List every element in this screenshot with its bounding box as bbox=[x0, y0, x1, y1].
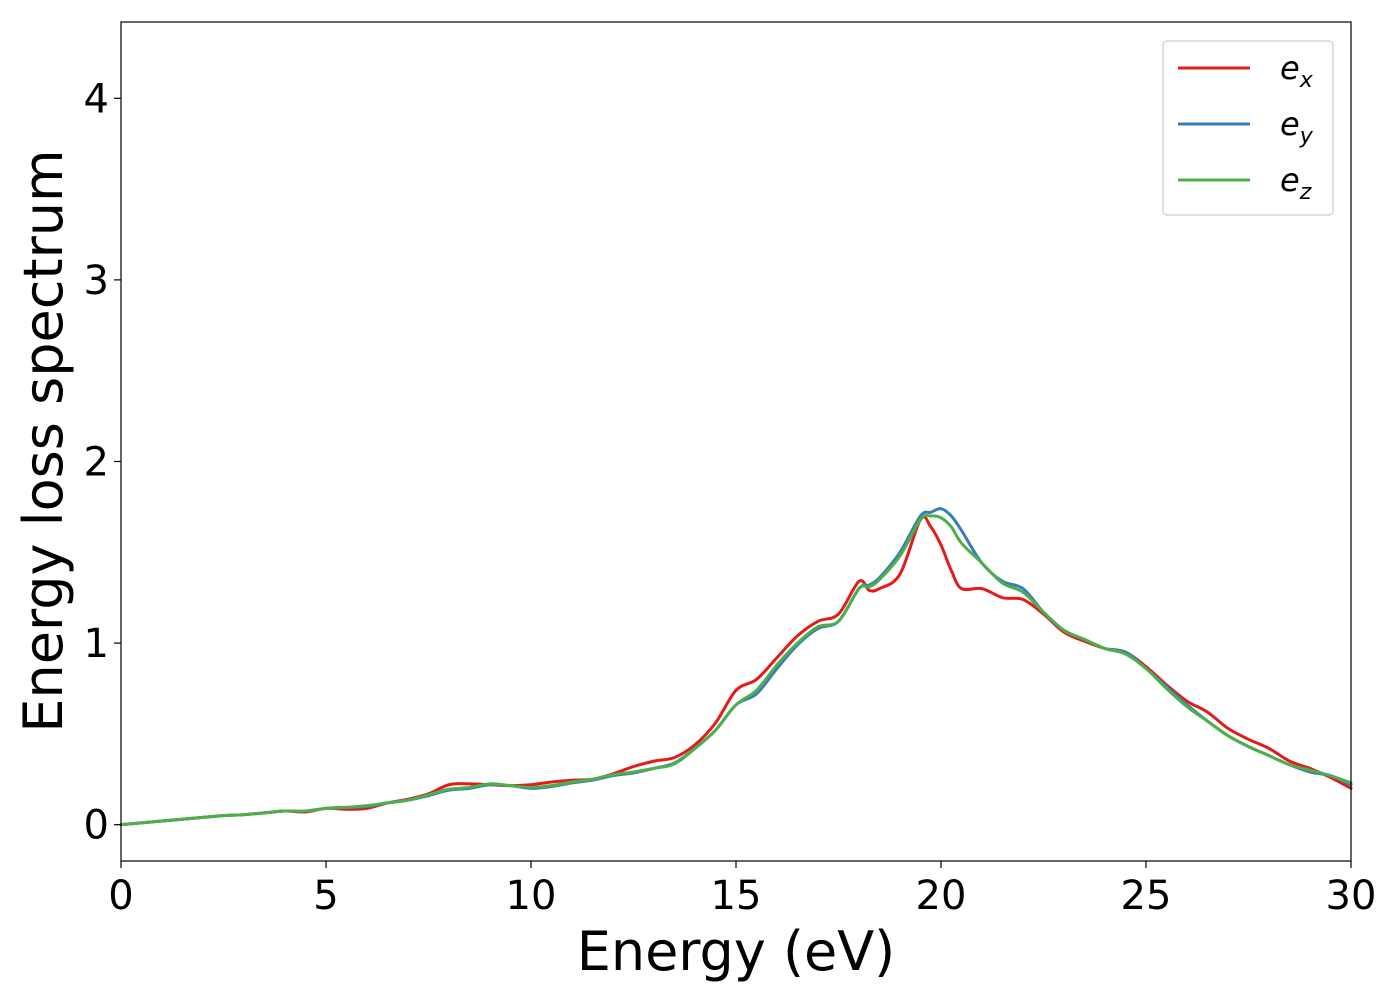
series-line-e-z bbox=[119, 513, 1353, 827]
y-tick-label: 4 bbox=[84, 76, 109, 122]
legend: ex ey ez bbox=[1162, 40, 1334, 216]
legend-label-e-x: ex bbox=[1280, 49, 1314, 93]
legend-box bbox=[1162, 40, 1334, 216]
series-layer bbox=[119, 507, 1353, 827]
x-axis: 0 5 10 15 20 25 30 bbox=[108, 861, 1376, 919]
x-tick-label: 15 bbox=[711, 873, 762, 919]
y-axis: 0 1 2 3 4 bbox=[84, 76, 121, 849]
x-tick-label: 10 bbox=[506, 873, 557, 919]
legend-label-e-z: ez bbox=[1280, 161, 1312, 205]
y-axis-label: Energy loss spectrum bbox=[12, 149, 75, 732]
series-line-e-y bbox=[119, 507, 1353, 827]
x-tick-label: 25 bbox=[1121, 873, 1172, 919]
x-tick-label: 20 bbox=[916, 873, 967, 919]
x-axis-label: Energy (eV) bbox=[577, 920, 896, 983]
x-tick-label: 5 bbox=[313, 873, 338, 919]
series-line-e-x bbox=[119, 515, 1353, 827]
y-tick-label: 1 bbox=[84, 621, 109, 667]
y-tick-label: 2 bbox=[84, 439, 109, 485]
y-tick-label: 3 bbox=[84, 258, 109, 304]
x-tick-label: 30 bbox=[1326, 873, 1377, 919]
y-tick-label: 0 bbox=[84, 803, 109, 849]
legend-label-e-y: ey bbox=[1280, 105, 1314, 149]
x-tick-label: 0 bbox=[108, 873, 133, 919]
